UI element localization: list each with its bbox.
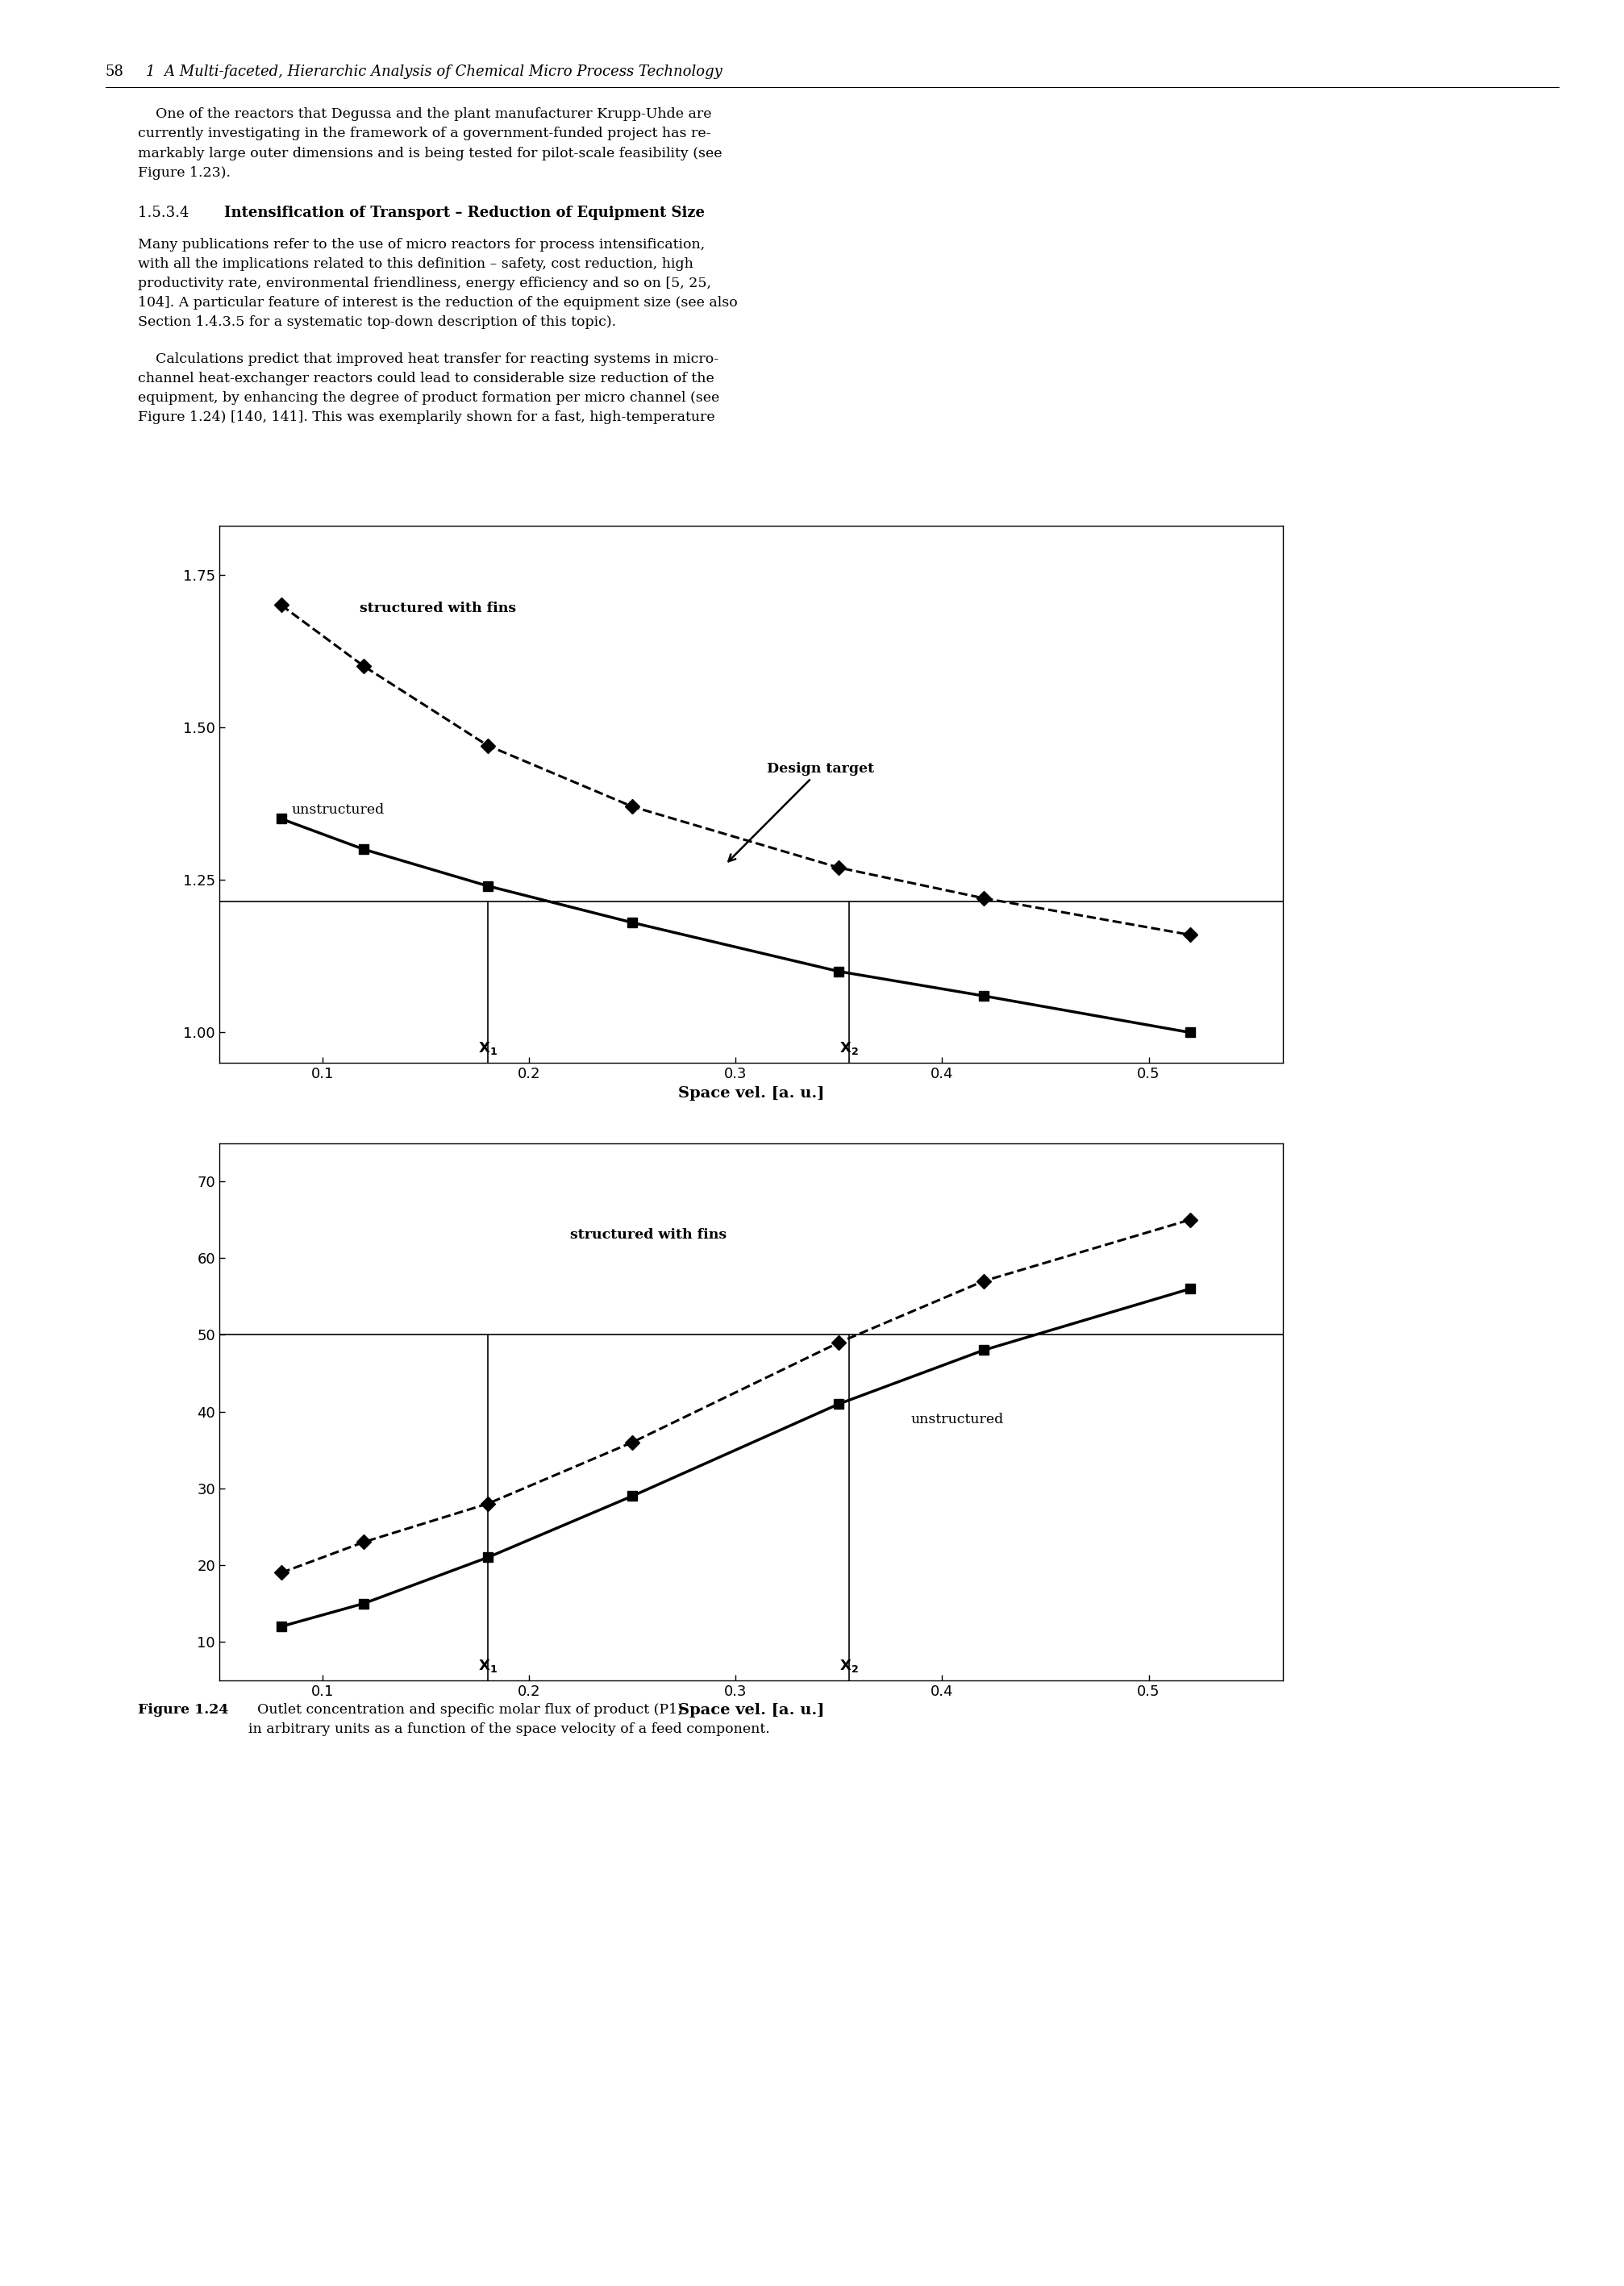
- Text: 1.5.3.4: 1.5.3.4: [138, 206, 208, 219]
- X-axis label: Space vel. [a. u.]: Space vel. [a. u.]: [677, 1086, 825, 1100]
- Text: Design target: Design target: [729, 761, 874, 862]
- Text: Intensification of Transport – Reduction of Equipment Size: Intensification of Transport – Reduction…: [224, 206, 705, 219]
- Text: Many publications refer to the use of micro reactors for process intensification: Many publications refer to the use of mi…: [138, 238, 737, 329]
- Text: Figure 1.24: Figure 1.24: [138, 1703, 229, 1717]
- X-axis label: Space vel. [a. u.]: Space vel. [a. u.]: [677, 1703, 825, 1717]
- Text: structured with fins: structured with fins: [359, 601, 516, 615]
- Text: $\mathbf{X_2}$: $\mathbf{X_2}$: [840, 1040, 859, 1056]
- Text: 58: 58: [106, 64, 123, 80]
- Text: $\mathbf{X_2}$: $\mathbf{X_2}$: [840, 1657, 859, 1673]
- Text: 1  A Multi-faceted, Hierarchic Analysis of Chemical Micro Process Technology: 1 A Multi-faceted, Hierarchic Analysis o…: [146, 64, 723, 80]
- Text: Outlet concentration and specific molar flux of product (P1)
in arbitrary units : Outlet concentration and specific molar …: [248, 1703, 770, 1735]
- Text: $\mathbf{X_1}$: $\mathbf{X_1}$: [477, 1040, 497, 1056]
- Text: unstructured: unstructured: [911, 1413, 1004, 1426]
- Text: Calculations predict that improved heat transfer for reacting systems in micro-
: Calculations predict that improved heat …: [138, 352, 719, 425]
- Text: One of the reactors that Degussa and the plant manufacturer Krupp-Uhde are
curre: One of the reactors that Degussa and the…: [138, 107, 723, 181]
- Text: structured with fins: structured with fins: [570, 1228, 728, 1241]
- Text: $\mathbf{X_1}$: $\mathbf{X_1}$: [477, 1657, 497, 1673]
- Text: unstructured: unstructured: [292, 802, 385, 816]
